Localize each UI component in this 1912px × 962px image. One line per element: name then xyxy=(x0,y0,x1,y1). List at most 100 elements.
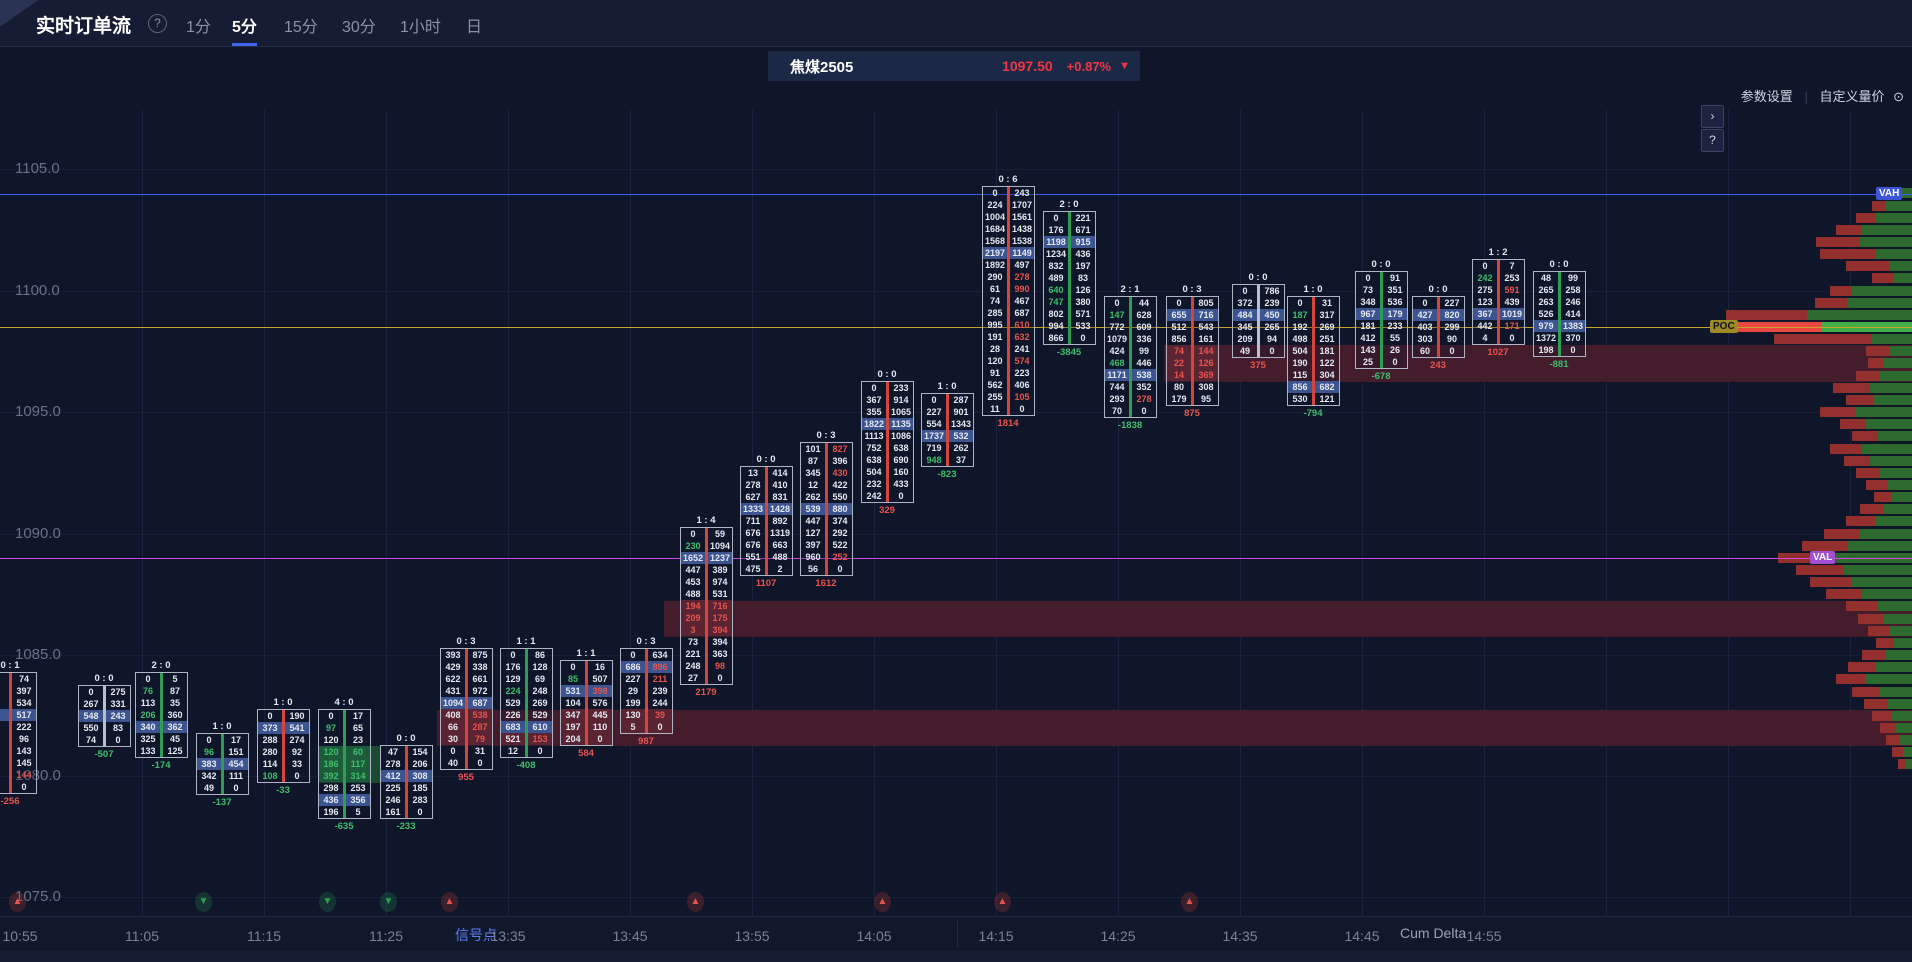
footprint-column[interactable]: 0 5 76 87 113 35 206 360 340 362 325 45 133 125 xyxy=(135,672,188,759)
candle-direction-strip xyxy=(1129,308,1132,321)
bid-volume: 48 xyxy=(1540,273,1551,284)
bottom-scroll-strip[interactable]: 10:55 11:05 11:15 11:25 13:35 13:45 13:55 14:05… xyxy=(0,928,1912,962)
candle-direction-strip xyxy=(585,709,588,722)
footprint-column[interactable]: 101 827 87 396 345 430 12 422 262 550 539 880 447 374… xyxy=(800,441,853,576)
footprint-column[interactable]: 0 634 686 896 227 211 29 239 199 244 130 39 5 0 xyxy=(620,648,673,735)
signal-up-arrow[interactable]: ▲ xyxy=(994,892,1011,912)
profile-sell-segment xyxy=(1864,698,1888,709)
expand-button[interactable]: › xyxy=(1701,105,1724,128)
bid-volume: 475 xyxy=(745,563,761,574)
footprint-column[interactable]: 47 154 278 206 412 308 225 185 246 283 161 0 xyxy=(380,745,433,820)
bid-volume: 303 xyxy=(1417,333,1433,344)
footprint-column[interactable]: 0 275 267 331 548 243 550 83 74 0 xyxy=(78,684,131,747)
contract-selector[interactable]: 焦煤2505 1097.50 +0.87% ▼ xyxy=(768,51,1140,81)
footprint-row: 49 0 xyxy=(197,782,248,795)
ask-volume: 609 xyxy=(1136,321,1152,332)
signal-up-arrow[interactable]: ▲ xyxy=(441,892,458,912)
signal-down-arrow[interactable]: ▼ xyxy=(195,892,212,912)
footprint-column[interactable]: 0 31 187 317 192 269 498 251 504 181 190 122 115 304 8… xyxy=(1287,295,1340,406)
gear-icon[interactable]: ⊙ xyxy=(1893,89,1904,104)
tab-5min[interactable]: 5分 xyxy=(232,13,257,46)
profile-sell-segment xyxy=(1846,394,1874,405)
footprint-column[interactable]: 0 59 230 1094 1652 1237 447 389 453 974 488 531 194 7… xyxy=(680,526,733,685)
candle-direction-strip xyxy=(1497,320,1500,333)
footprint-column[interactable]: 48 99 265 258 263 246 526 414 979 1383 1372 370 198 0 xyxy=(1533,271,1586,358)
signal-up-arrow[interactable]: ▲ xyxy=(1181,892,1198,912)
footprint-column[interactable]: 0 86 176 128 129 69 224 248 529 269 226 529 683 610 52… xyxy=(500,648,553,759)
candle-direction-strip xyxy=(1558,308,1561,321)
footprint-row: 130 39 xyxy=(621,709,672,722)
footprint-column[interactable]: 0 287 227 901 554 1343 1737 532 719 262 948 37 xyxy=(921,392,974,467)
candle-direction-strip xyxy=(645,673,648,686)
footprint-column[interactable]: 0 190 373 541 288 274 280 92 114 33 108 0 xyxy=(257,708,310,783)
footprint-header: 1 : 0 xyxy=(212,721,232,733)
footprint-row: 408 538 xyxy=(441,709,492,722)
footprint-column[interactable]: 0 7 242 253 275 591 123 439 367 1019 442 171 4 0 xyxy=(1472,259,1525,346)
candle-direction-strip xyxy=(1497,284,1500,297)
bid-volume: 348 xyxy=(1360,297,1376,308)
signal-down-arrow[interactable]: ▼ xyxy=(380,892,397,912)
footprint-row: 293 278 xyxy=(1105,392,1156,405)
footprint-row: 1568 1538 xyxy=(983,235,1034,248)
footprint-column[interactable]: 0 227 427 820 403 299 303 90 60 0 xyxy=(1412,295,1465,358)
ask-volume: 896 xyxy=(652,662,668,673)
params-settings-button[interactable]: 参数设置 xyxy=(1740,89,1793,104)
signal-points-label[interactable]: 信号点 xyxy=(455,927,497,943)
cum-delta-label[interactable]: Cum Delta xyxy=(1400,925,1467,941)
footprint-column[interactable]: 0 17 97 65 120 23 120 60 186 117 392 314 298 253 436 35… xyxy=(318,708,371,819)
bid-volume: 0 xyxy=(992,188,998,199)
footprint-row: 196 5 xyxy=(319,805,370,818)
footprint-row: 1684 1438 xyxy=(983,223,1034,236)
footprint-row: 548 243 xyxy=(79,709,130,722)
footprint-column[interactable]: 0 44 147 628 772 609 1079 336 424 99 468 446 1171 538… xyxy=(1104,295,1157,418)
tab-30min[interactable]: 30分 xyxy=(342,19,376,36)
footprint-row: 488 531 xyxy=(681,587,732,600)
tab-1min[interactable]: 1分 xyxy=(186,19,211,36)
footprint-column[interactable]: 0 786 372 239 484 450 345 265 209 94 49 0 xyxy=(1232,283,1285,358)
candle-direction-strip xyxy=(1558,272,1561,285)
bid-volume: 263 xyxy=(1538,297,1554,308)
custom-volume-price-button[interactable]: 自定义量价 xyxy=(1819,89,1885,104)
footprint-column[interactable]: 0 221 176 671 1198 915 1234 436 832 197 489 83 640 12… xyxy=(1043,210,1096,345)
ask-volume: 44 xyxy=(1138,297,1149,308)
bid-volume: 2197 xyxy=(984,248,1006,259)
help-icon[interactable]: ? xyxy=(148,14,167,33)
ask-volume: 175 xyxy=(712,612,728,623)
footprint-column[interactable]: 393 875 429 338 622 661 431 972 1094 687 408 538 66 2… xyxy=(440,648,493,771)
candle-direction-strip xyxy=(525,673,528,686)
bid-volume: 0 xyxy=(1176,297,1182,308)
panel-help-button[interactable]: ? xyxy=(1701,129,1724,152)
profile-buy-segment xyxy=(1878,601,1912,612)
signal-down-arrow[interactable]: ▼ xyxy=(319,892,336,912)
candle-direction-strip xyxy=(705,671,708,684)
footprint-column[interactable]: 0 17 96 151 383 454 342 111 49 0 xyxy=(196,733,249,796)
candle-direction-strip xyxy=(1257,284,1260,297)
footprint-column[interactable]: 0 805 655 716 512 543 856 161 74 144 22 126 14 369 80 3… xyxy=(1166,295,1219,406)
footprint-column[interactable]: 0 243 224 1707 1004 1561 1684 1438 1568 1538 2197 1… xyxy=(982,186,1035,417)
bid-volume: 290 xyxy=(987,272,1003,283)
tab-15min[interactable]: 15分 xyxy=(284,19,318,36)
profile-sell-segment xyxy=(1860,504,1884,515)
candle-direction-strip xyxy=(343,781,346,794)
footprint-column[interactable]: 13 414 278 410 627 831 1333 1428 711 892 676 1319 67… xyxy=(740,465,793,576)
candle-direction-strip xyxy=(1007,379,1010,392)
orderflow-chart[interactable]: 1105.0 1100.0 1095.0 1090.0 1085.0 1080.0 1075… xyxy=(0,110,1912,916)
footprint-header: 1 : 0 xyxy=(273,696,293,708)
bid-volume: 1333 xyxy=(742,503,764,514)
bid-volume: 74 xyxy=(1173,345,1184,356)
signal-up-arrow[interactable]: ▲ xyxy=(874,892,891,912)
tab-1hour[interactable]: 1小时 xyxy=(400,19,441,36)
candle-direction-strip xyxy=(1191,332,1194,345)
vah-label: VAH xyxy=(1876,187,1903,200)
ask-volume: 0 xyxy=(233,783,239,794)
footprint-column[interactable]: 0 233 367 914 355 1065 1822 1135 1113 1086 752 638 6… xyxy=(861,380,914,503)
tab-day[interactable]: 日 xyxy=(466,19,483,36)
candle-direction-strip xyxy=(1312,356,1315,369)
footprint-column[interactable]: 74239745340517722239651435145914410 xyxy=(0,672,37,795)
signal-up-arrow[interactable]: ▲ xyxy=(687,892,704,912)
footprint-column[interactable]: 0 16 85 507 531 398 104 576 347 445 197 110 204 0 xyxy=(560,660,613,747)
candle-direction-strip xyxy=(282,709,285,722)
signal-up-arrow[interactable]: ▲ xyxy=(9,892,26,912)
footprint-column[interactable]: 0 91 73 351 348 536 967 179 181 233 412 55 143 26 25 0 xyxy=(1355,271,1408,370)
